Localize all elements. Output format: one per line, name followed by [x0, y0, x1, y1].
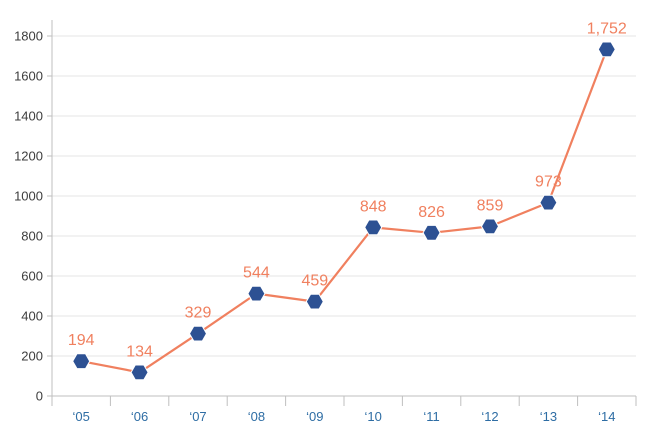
data-point-marker — [72, 353, 91, 370]
x-tick-label: ‘11 — [423, 409, 439, 424]
data-point-marker — [422, 224, 441, 241]
data-label: 848 — [360, 198, 387, 215]
x-tick-label: ‘05 — [73, 409, 90, 424]
y-tick-label: 0 — [36, 389, 43, 404]
data-label: 134 — [126, 343, 153, 360]
data-labels: 194 134 329 544 459 848 826 859 973 1,752 — [68, 20, 627, 360]
data-label: 329 — [185, 305, 212, 322]
x-tick-label: ‘12 — [481, 409, 498, 424]
data-point-marker — [305, 293, 324, 310]
x-tick-label: ‘08 — [248, 409, 265, 424]
y-tick-label: 1400 — [14, 109, 43, 124]
data-label: 194 — [68, 332, 95, 349]
data-label: 973 — [535, 174, 562, 191]
gridlines — [52, 35, 636, 357]
axes — [47, 20, 637, 406]
data-label: 1,752 — [587, 20, 627, 37]
y-tick-label: 1200 — [14, 149, 43, 164]
x-tick-label: ‘10 — [365, 409, 382, 424]
data-point-marker — [130, 364, 149, 381]
data-point-marker — [480, 218, 500, 235]
data-label: 859 — [477, 197, 504, 214]
y-tick-label: 400 — [21, 309, 43, 324]
x-tick-labels: ‘05 ‘06 ‘07 ‘08 ‘09 ‘10 ‘11 ‘12 ‘13 ‘14 — [73, 409, 616, 424]
y-tick-label: 1600 — [14, 69, 43, 84]
data-point-marker — [597, 41, 616, 58]
y-tick-label: 800 — [21, 229, 43, 244]
data-label: 459 — [301, 273, 328, 290]
y-tick-labels: 0 200 400 600 800 1000 1200 1400 1600 1800 — [14, 29, 43, 404]
series-line — [80, 49, 608, 374]
series-line-group — [80, 49, 608, 374]
data-label: 826 — [418, 204, 445, 221]
x-tick-label: ‘13 — [540, 409, 557, 424]
data-point-marker — [539, 194, 558, 211]
data-point-marker — [364, 219, 383, 236]
x-tick-label: ‘09 — [306, 409, 323, 424]
x-tick-label: ‘07 — [189, 409, 206, 424]
y-tick-label: 600 — [21, 269, 43, 284]
y-tick-label: 1800 — [14, 29, 43, 44]
data-label: 544 — [243, 265, 270, 282]
data-markers — [72, 41, 616, 381]
x-tick-label: ‘06 — [131, 409, 148, 424]
y-tick-label: 200 — [21, 349, 43, 364]
x-tick-label: ‘14 — [598, 409, 615, 424]
data-point-marker — [188, 325, 208, 342]
data-point-marker — [247, 285, 266, 302]
y-tick-label: 1000 — [14, 189, 43, 204]
